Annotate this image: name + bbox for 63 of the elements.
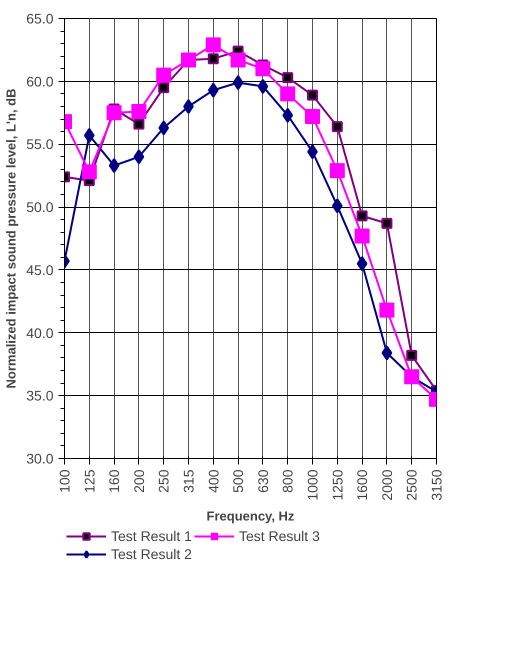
point <box>255 61 270 76</box>
point <box>332 198 343 214</box>
y-tick-label: 65.0 <box>26 10 54 26</box>
point <box>206 37 221 52</box>
x-axis-title: Frequency, Hz <box>206 508 295 524</box>
point <box>183 99 194 114</box>
point <box>307 90 318 101</box>
point <box>230 52 246 68</box>
y-tick-label: 50.0 <box>26 199 54 216</box>
y-tick-label: 40.0 <box>26 324 54 341</box>
point <box>332 121 343 132</box>
point <box>406 350 418 361</box>
point <box>158 82 170 94</box>
x-tick-label: 125 <box>81 469 98 493</box>
point <box>133 118 144 130</box>
x-tick-label: 250 <box>156 469 172 493</box>
point <box>134 149 144 164</box>
point <box>307 144 318 160</box>
y-tick-label: 45.0 <box>26 262 54 278</box>
point <box>258 78 268 94</box>
x-tick-label: 2500 <box>404 469 420 501</box>
x-tick-label: 630 <box>254 469 271 493</box>
x-tick-label: 1250 <box>329 469 346 501</box>
point <box>330 163 345 178</box>
x-tick-label: 2000 <box>378 469 395 501</box>
x-tick-label: 1600 <box>354 469 370 501</box>
point <box>282 72 294 84</box>
point <box>381 218 392 229</box>
legend-label: Test Result 3 <box>238 528 320 544</box>
x-tick-label: 800 <box>280 469 296 493</box>
y-tick-label: 55.0 <box>26 136 54 152</box>
point <box>305 109 320 124</box>
point <box>108 158 120 174</box>
legend-label: Test Result 1 <box>111 528 192 544</box>
legend-label: Test Result 2 <box>111 546 192 562</box>
x-tick-label: 3150 <box>428 469 444 501</box>
x-tick-label: 500 <box>230 469 246 493</box>
point <box>356 210 368 222</box>
point <box>282 108 294 123</box>
point <box>156 68 172 83</box>
point <box>208 82 219 98</box>
point <box>158 120 170 136</box>
point <box>356 256 368 272</box>
x-tick-label: 400 <box>205 469 222 493</box>
point <box>84 128 95 143</box>
point <box>379 302 394 318</box>
point <box>382 345 392 360</box>
x-tick-label: 160 <box>106 469 122 493</box>
y-tick-label: 30.0 <box>26 450 54 466</box>
x-tick-label: 315 <box>180 469 196 493</box>
x-tick-label: 100 <box>56 469 72 493</box>
point <box>208 53 219 64</box>
point <box>354 228 370 244</box>
point <box>280 86 296 102</box>
y-tick-label: 60.0 <box>26 73 54 90</box>
point <box>106 105 122 120</box>
y-axis-title: Normalized impact sound pressure level, L'n, dB <box>3 88 18 388</box>
x-tick-label: 200 <box>130 469 147 493</box>
y-tick-label: 35.0 <box>26 388 54 404</box>
x-tick-label: 1000 <box>304 469 320 501</box>
point <box>131 104 146 120</box>
point <box>232 75 244 90</box>
point <box>82 164 97 180</box>
